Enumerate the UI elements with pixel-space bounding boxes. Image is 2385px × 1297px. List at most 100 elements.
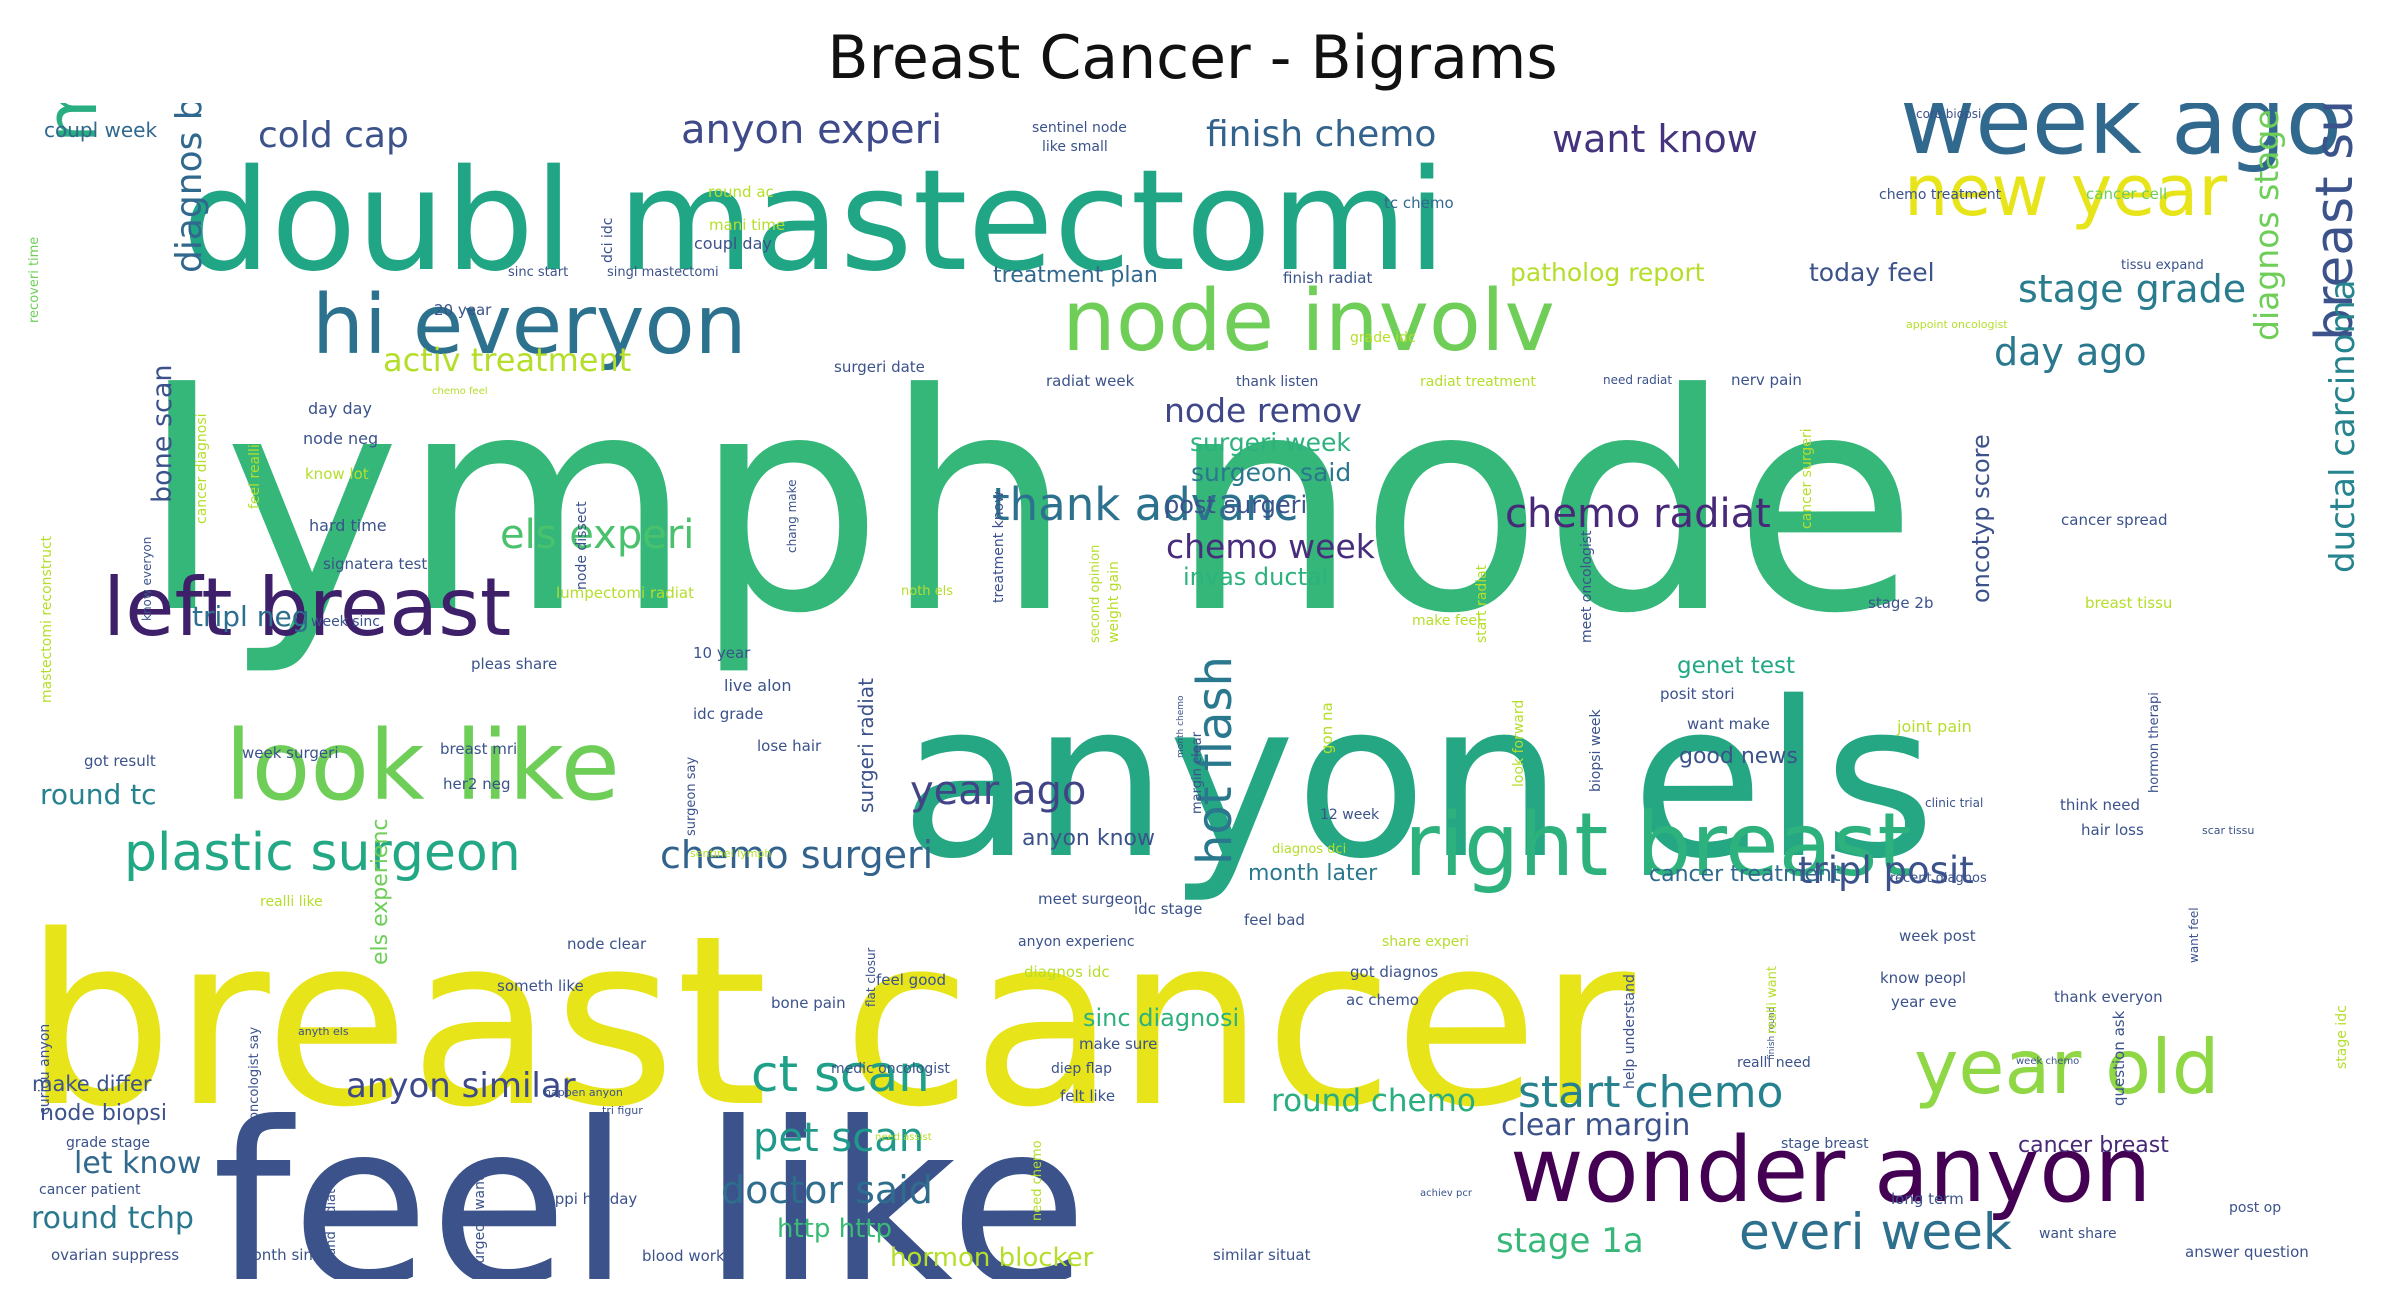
cloud-word: activ treatment — [383, 341, 631, 379]
cloud-word: happen anyon — [544, 1086, 623, 1099]
cloud-word: hair loss — [2081, 821, 2144, 839]
cloud-word: cancer cell — [2086, 185, 2167, 203]
cloud-word: node involv — [1062, 272, 1555, 371]
cloud-word: singl mastectomi — [607, 265, 719, 280]
cloud-word: want feel — [2187, 907, 2201, 963]
cloud-word: wonder anyon — [1510, 1118, 2151, 1223]
cloud-word: week chemo — [2016, 1056, 2079, 1067]
cloud-word: want know — [1552, 117, 1758, 161]
cloud-word: gon na — [1318, 702, 1336, 754]
cloud-word: make differ — [32, 1072, 152, 1096]
cloud-word: year ago — [910, 768, 1086, 814]
cloud-word: curiou anyon — [37, 1024, 53, 1115]
cloud-word: hard time — [309, 516, 387, 535]
cloud-word: core biopsi — [1916, 107, 1981, 121]
cloud-word: thank advanc — [992, 478, 1298, 531]
cloud-word: ct scan — [751, 1045, 930, 1103]
cloud-word: ductal carcinoma — [2323, 280, 2363, 573]
cloud-word: post op — [2229, 1200, 2281, 1216]
cloud-word: round tchp — [31, 1201, 194, 1236]
cloud-word: know peopl — [1880, 969, 1966, 987]
cloud-word: round radiat — [324, 1189, 339, 1269]
cloud-word: cancer spread — [2061, 511, 2167, 529]
cloud-word: sentinel node — [1032, 120, 1127, 136]
cloud-word: oncotyp score — [1967, 434, 1995, 603]
cloud-word: tri figur — [602, 1104, 643, 1117]
cloud-word: chemo treatment — [1879, 187, 2002, 203]
cloud-word: 12 week — [1320, 807, 1380, 823]
cloud-word: recoveri time — [27, 237, 42, 323]
cloud-word: biopsi week — [1588, 708, 1604, 792]
cloud-word: realli like — [260, 894, 323, 910]
cloud-word: diagnos breast — [169, 103, 210, 273]
cloud-word: anyon els — [900, 655, 1935, 906]
cloud-word: nerv pain — [1731, 371, 1802, 389]
cloud-word: round ac — [708, 183, 774, 201]
cloud-word: post surgeri — [1164, 491, 1307, 519]
cloud-word: scar tissu — [2202, 824, 2254, 837]
cloud-word: month chemo — [1176, 695, 1186, 758]
cloud-word: pet scan — [753, 1115, 924, 1161]
cloud-word: breast surgeon — [2305, 103, 2365, 341]
cloud-word: posit stori — [1660, 685, 1735, 703]
cloud-word: feel good — [876, 971, 946, 989]
cloud-word: feel bad — [1244, 911, 1305, 929]
cloud-word: feel realli — [247, 444, 263, 509]
cloud-word: left breast — [103, 561, 511, 654]
cloud-word: joint pain — [1896, 717, 1972, 736]
cloud-word: hormon therapi — [2147, 692, 2162, 793]
cloud-word: ovarian suppress — [51, 1246, 179, 1264]
cloud-word: weight gain — [1106, 561, 1122, 643]
cloud-word: look like — [225, 710, 620, 822]
cloud-word: question ask — [2110, 1010, 2128, 1106]
cloud-word: breast mri — [440, 740, 517, 758]
cloud-word: week ago — [1900, 103, 2342, 175]
cloud-word: got diagnos — [1350, 963, 1438, 981]
cloud-word: surgeon said — [1191, 458, 1351, 487]
cloud-word: round tc — [40, 778, 157, 811]
cloud-word: start radiat — [1474, 564, 1490, 643]
cloud-word: finish round — [1767, 1007, 1777, 1060]
cloud-word: day ago — [1994, 330, 2147, 374]
cloud-word: live alon — [724, 676, 791, 695]
cloud-word: chemo week — [1166, 527, 1376, 566]
cloud-word: coupl day — [694, 234, 772, 253]
cloud-word: grade idc — [1350, 330, 1416, 346]
cloud-word: idc stage — [1134, 900, 1202, 918]
cloud-word: patholog report — [1510, 258, 1705, 287]
cloud-word: let know — [74, 1146, 201, 1181]
cloud-word: chemo surgeri — [660, 833, 933, 877]
cloud-word: need chemo — [1030, 1140, 1045, 1221]
cloud-word: chang make — [785, 479, 799, 553]
cloud-word: node remov — [1164, 391, 1362, 430]
cloud-word: breast tissu — [2085, 594, 2172, 612]
cloud-word: right breast — [1404, 794, 1911, 896]
cloud-word: plastic surgeon — [124, 823, 521, 883]
cloud-word: got result — [84, 752, 156, 770]
cloud-word: http http — [777, 1214, 892, 1244]
cloud-word: cancer treatment — [1649, 862, 1841, 887]
cloud-word: mastectomi reconstruct — [39, 535, 55, 703]
cloud-word: els experi — [500, 512, 694, 558]
cloud-word: tripl posit — [1798, 849, 1974, 892]
cloud-word: make feel — [1412, 613, 1481, 629]
cloud-word: mani time — [709, 216, 785, 234]
cloud-word: cold cap — [258, 115, 409, 156]
cloud-word: tissu expand — [2121, 258, 2204, 273]
cloud-word: need assist — [875, 1132, 932, 1143]
cloud-word: radiat treatment — [1420, 374, 1536, 390]
cloud-word: start chemo — [1518, 1067, 1783, 1118]
chart-title: Breast Cancer - Bigrams — [827, 23, 1558, 93]
cloud-word: stage idc — [2334, 1005, 2350, 1069]
cloud-word: lumpectomi radiat — [556, 584, 694, 602]
cloud-word: long term — [1891, 1190, 1964, 1208]
cloud-word: dci idc — [600, 218, 616, 263]
cloud-word: good news — [1679, 744, 1798, 769]
cloud-word: chemo radiat — [1505, 491, 1771, 537]
cloud-word: week surgeri — [242, 744, 339, 762]
cloud-word: node biopsi — [40, 1101, 167, 1126]
cloud-word: anyon similar — [346, 1066, 576, 1106]
cloud-word: clinic trial — [1925, 796, 1983, 810]
cloud-word: recent diagnos — [1890, 871, 1987, 886]
cloud-word: think need — [2060, 796, 2140, 814]
